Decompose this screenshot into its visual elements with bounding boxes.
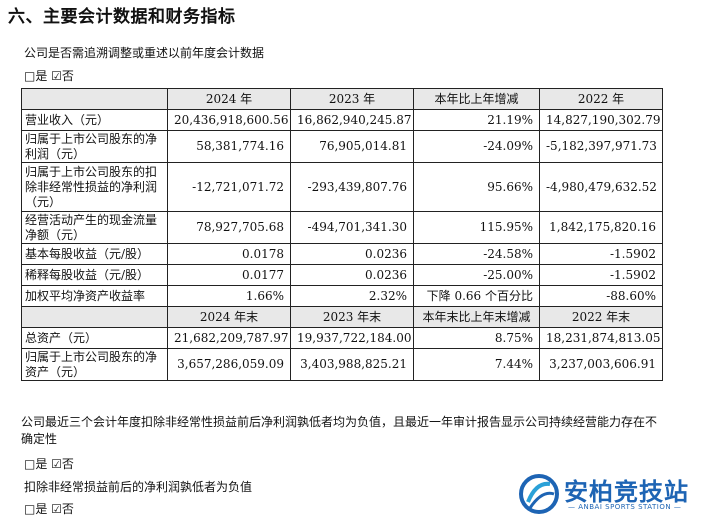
table-header-cell bbox=[21, 306, 168, 328]
row-label: 稀释每股收益（元/股） bbox=[21, 264, 168, 286]
row-label: 归属于上市公司股东的扣除非经常性损益的净利润（元） bbox=[21, 162, 168, 212]
row-label: 营业收入（元） bbox=[21, 109, 168, 131]
table-cell: 0.0177 bbox=[167, 264, 291, 286]
table-cell: -12,721,071.72 bbox=[167, 162, 291, 212]
section-heading: 六、主要会计数据和财务指标 bbox=[8, 7, 236, 27]
table-cell: 1.66% bbox=[167, 285, 291, 307]
row-label: 加权平均净资产收益率 bbox=[21, 285, 168, 307]
table-cell: -88.60% bbox=[539, 285, 663, 307]
table-cell: 3,403,988,825.21 bbox=[290, 348, 414, 381]
table-cell: 58,381,774.16 bbox=[167, 130, 291, 163]
table-cell: 95.66% bbox=[413, 162, 540, 212]
table-cell: -25.00% bbox=[413, 264, 540, 286]
financial-indicators-table: 2024 年 2023 年本年比上年增减 2022 年营业收入（元） 20,436,9… bbox=[21, 88, 663, 381]
negative-profit-choice: □是 ☑否 bbox=[24, 502, 74, 516]
table-cell: 0.0236 bbox=[290, 243, 414, 265]
table-row: 归属于上市公司股东的扣除非经常性损益的净利润（元） -12,721,071.72-… bbox=[21, 162, 663, 212]
table-cell: 2.32% bbox=[290, 285, 414, 307]
table-cell: 16,862,940,245.87 bbox=[290, 109, 414, 131]
restate-question: 公司是否需追溯调整或重述以前年度会计数据 bbox=[24, 46, 265, 60]
table-header-cell: 本年末比上年末增减 bbox=[413, 306, 540, 328]
table-header-cell: 本年比上年增减 bbox=[413, 88, 540, 110]
table-cell: 1,842,175,820.16 bbox=[539, 211, 663, 244]
table-row: 营业收入（元） 20,436,918,600.56 16,862,940,245.8… bbox=[21, 109, 663, 131]
table-cell: -1.5902 bbox=[539, 243, 663, 265]
table-cell: 20,436,918,600.56 bbox=[167, 109, 291, 131]
table-cell: 21.19% bbox=[413, 109, 540, 131]
table-cell: -24.58% bbox=[413, 243, 540, 265]
table-cell: -494,701,341.30 bbox=[290, 211, 414, 244]
table-cell: 8.75% bbox=[413, 327, 540, 349]
table-header-cell: 2024 年末 bbox=[167, 306, 291, 328]
watermark-title: 安柏竞技站 bbox=[564, 478, 689, 506]
table-header-cell: 2023 年末 bbox=[290, 306, 414, 328]
table-row: 总资产（元） 21,682,209,787.97 19,937,722,184.00… bbox=[21, 327, 663, 349]
table-cell: 7.44% bbox=[413, 348, 540, 381]
table-header-cell: 2022 年末 bbox=[539, 306, 663, 328]
table-header-cell: 2023 年 bbox=[290, 88, 414, 110]
row-label: 经营活动产生的现金流量净额（元） bbox=[21, 211, 168, 244]
table-cell: -293,439,807.76 bbox=[290, 162, 414, 212]
table-cell: -1.5902 bbox=[539, 264, 663, 286]
table-cell: -4,980,479,632.52 bbox=[539, 162, 663, 212]
table-cell: 14,827,190,302.79 bbox=[539, 109, 663, 131]
watermark: 安柏竞技站 — ANBAI SPORTS STATION — bbox=[518, 470, 703, 518]
going-concern-choice: □是 ☑否 bbox=[24, 457, 74, 471]
table-row: 经营活动产生的现金流量净额（元） 78,927,705.68 -494,701,34… bbox=[21, 211, 663, 244]
table-row: 归属于上市公司股东的净利润（元） 58,381,774.16 76,905,014.… bbox=[21, 130, 663, 163]
table-row: 基本每股收益（元/股） 0.0178 0.0236 -24.58% -1.5902 bbox=[21, 243, 663, 265]
table-header-row: 2024 年 2023 年本年比上年增减 2022 年 bbox=[21, 88, 663, 110]
table-cell: 18,231,874,813.05 bbox=[539, 327, 663, 349]
row-label: 基本每股收益（元/股） bbox=[21, 243, 168, 265]
table-header-cell: 2022 年 bbox=[539, 88, 663, 110]
watermark-subtitle: — ANBAI SPORTS STATION — bbox=[568, 503, 682, 511]
row-label: 归属于上市公司股东的净资产（元） bbox=[21, 348, 168, 381]
table-cell: -24.09% bbox=[413, 130, 540, 163]
row-label: 总资产（元） bbox=[21, 327, 168, 349]
table-cell: 3,657,286,059.09 bbox=[167, 348, 291, 381]
table-cell: 76,905,014.81 bbox=[290, 130, 414, 163]
going-concern-note: 公司最近三个会计年度扣除非经常性损益前后净利润孰低者均为负值，且最近一年审计报告… bbox=[21, 415, 658, 446]
table-header-cell: 2024 年 bbox=[167, 88, 291, 110]
table-row: 稀释每股收益（元/股） 0.0177 0.0236 -25.00% -1.5902 bbox=[21, 264, 663, 286]
table-cell: -5,182,397,971.73 bbox=[539, 130, 663, 163]
negative-profit-note: 扣除非经常损益前后的净利润孰低者为负值 bbox=[24, 480, 253, 494]
table-row: 归属于上市公司股东的净资产（元） 3,657,286,059.09 3,403,98… bbox=[21, 348, 663, 381]
row-label: 归属于上市公司股东的净利润（元） bbox=[21, 130, 168, 163]
anbai-logo-icon bbox=[519, 474, 559, 514]
table-cell: 0.0236 bbox=[290, 264, 414, 286]
table-cell: 下降 0.66 个百分比 bbox=[413, 285, 540, 307]
table-row: 加权平均净资产收益率 1.66% 2.32% 下降 0.66 个百分比 -88.60% bbox=[21, 285, 663, 307]
table-header-row: 2024 年末 2023 年末 本年末比上年末增减 2022 年末 bbox=[21, 306, 663, 328]
table-cell: 21,682,209,787.97 bbox=[167, 327, 291, 349]
table-cell: 78,927,705.68 bbox=[167, 211, 291, 244]
table-cell: 115.95% bbox=[413, 211, 540, 244]
table-cell: 0.0178 bbox=[167, 243, 291, 265]
restate-choice: □是 ☑否 bbox=[24, 69, 74, 83]
table-cell: 3,237,003,606.91 bbox=[539, 348, 663, 381]
table-cell: 19,937,722,184.00 bbox=[290, 327, 414, 349]
table-header-cell bbox=[21, 88, 168, 110]
